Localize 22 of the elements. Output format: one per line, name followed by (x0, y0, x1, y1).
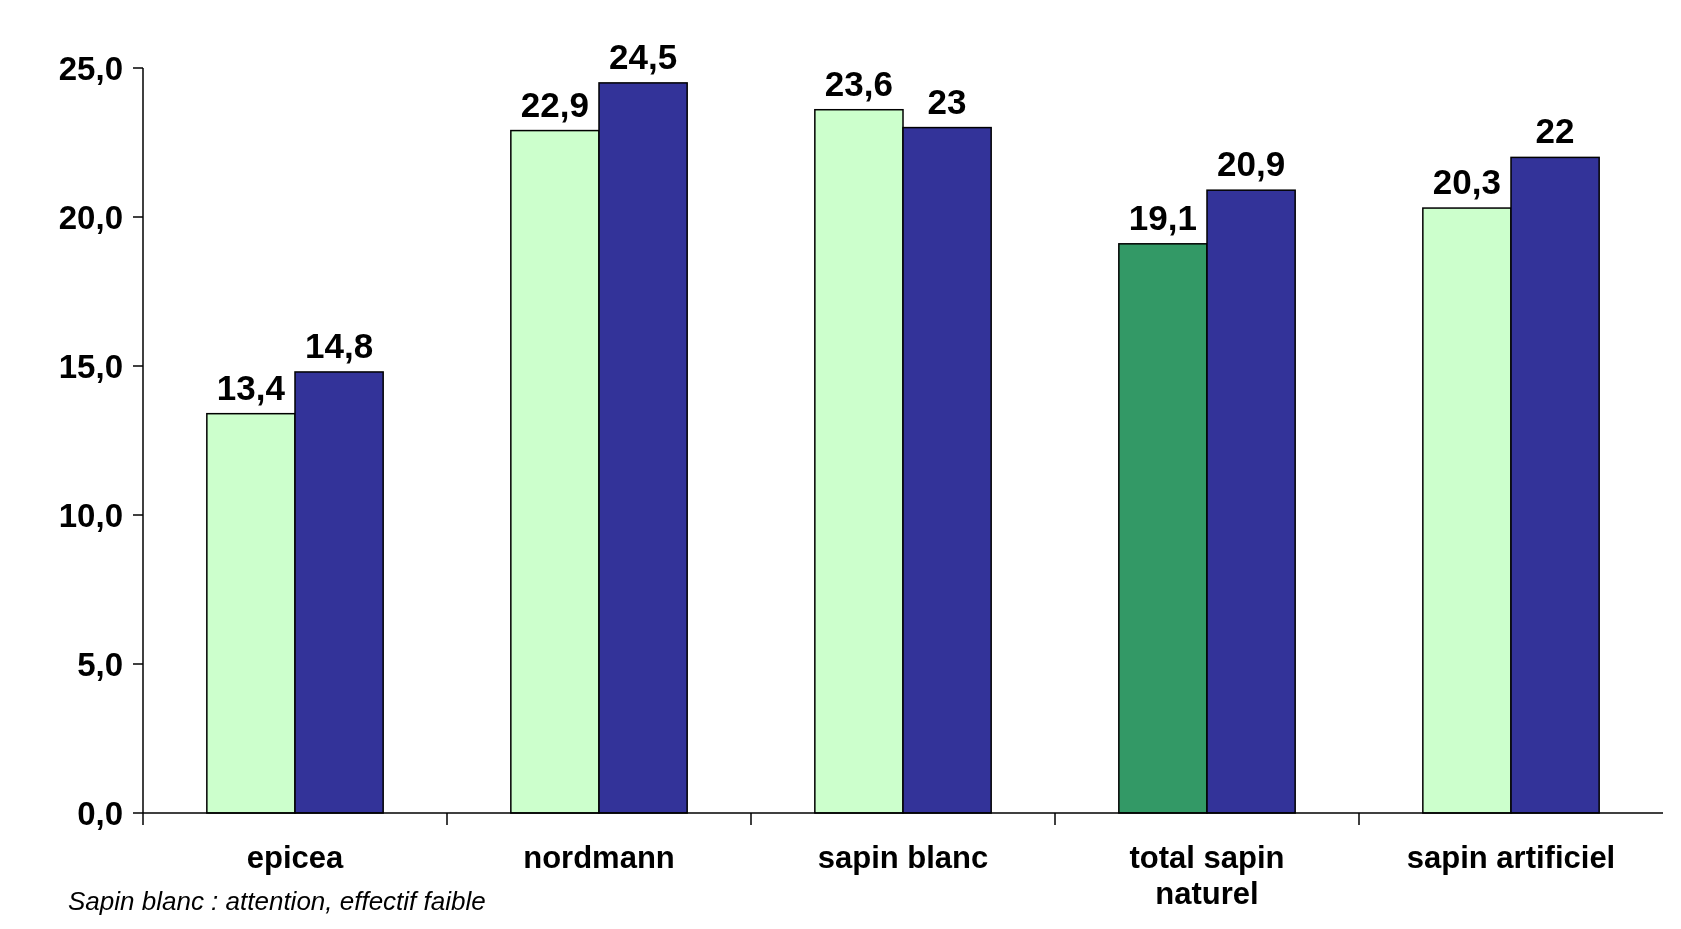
data-label: 13,4 (216, 367, 286, 407)
y-tick-label: 0,0 (77, 794, 123, 832)
y-tick-label: 15,0 (58, 347, 123, 385)
data-label: 22 (1535, 111, 1575, 151)
x-tick-label: total sapin naturel (1129, 840, 1285, 911)
data-label: 23 (927, 81, 967, 121)
data-label: 22,9 (520, 84, 589, 124)
y-tick-label: 25,0 (58, 49, 123, 87)
text: Sapin blanc : attention, effectif faible (68, 886, 486, 916)
data-label: 19,1 (1128, 197, 1197, 237)
data-label: 20,9 (1217, 144, 1286, 184)
data-label: 14,8 (305, 325, 374, 365)
data-label: 23,6 (824, 63, 893, 103)
y-tick-label: 10,0 (58, 496, 123, 534)
y-tick-label: 5,0 (77, 645, 123, 683)
x-tick-label: epicea (246, 840, 345, 875)
data-label: 20,3 (1432, 162, 1501, 202)
x-tick-label: nordmann (523, 840, 675, 875)
y-tick-label: 20,0 (58, 198, 123, 236)
x-tick-label: sapin artificiel (1406, 840, 1616, 875)
data-label: 24,5 (609, 36, 678, 76)
x-tick-label: sapin blanc (817, 840, 989, 875)
